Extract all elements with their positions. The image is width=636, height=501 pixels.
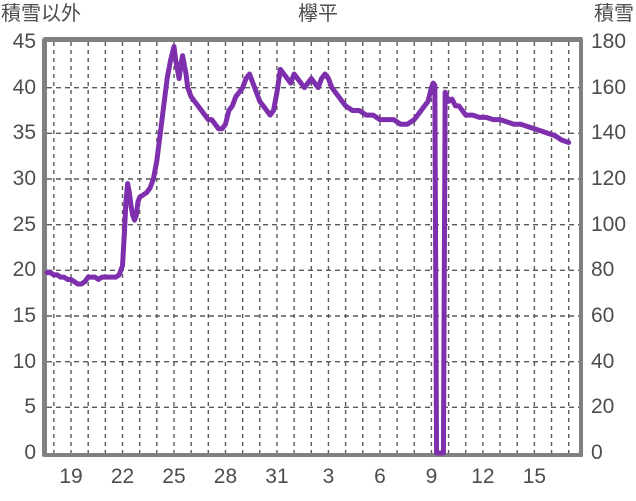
y-tick-label-left: 40 xyxy=(12,75,36,99)
y-tick-label-left: 20 xyxy=(12,258,36,282)
x-tick-label: 3 xyxy=(322,465,335,488)
y-tick-label-left: 30 xyxy=(12,167,36,190)
left-axis-caption: 積雪以外 xyxy=(1,3,81,25)
x-tick-label: 22 xyxy=(110,465,135,488)
plot-frame-border xyxy=(42,37,583,457)
right-axis-caption: 積雪 xyxy=(594,3,634,25)
y-tick-label-left: 15 xyxy=(12,304,36,327)
y-tick-label-right: 160 xyxy=(591,75,627,99)
x-tick-label: 28 xyxy=(213,465,238,488)
y-tick-label-right: 120 xyxy=(591,167,627,190)
x-tick-label: 9 xyxy=(425,465,438,488)
y-tick-label-right: 80 xyxy=(591,258,615,282)
y-tick-label-right: 20 xyxy=(591,395,615,419)
x-tick-label: 19 xyxy=(59,465,83,488)
chart-title: 欅平 xyxy=(298,3,338,25)
y-tick-label-left: 0 xyxy=(24,441,36,464)
x-tick-label: 31 xyxy=(265,465,289,488)
grid-lines xyxy=(47,42,579,453)
y-tick-label-left: 35 xyxy=(12,121,36,145)
x-tick-label: 25 xyxy=(162,465,186,488)
series-line-0 xyxy=(44,44,572,456)
y-tick-label-left: 10 xyxy=(12,349,36,373)
y-tick-label-right: 0 xyxy=(591,441,603,464)
y-tick-label-left: 45 xyxy=(12,30,36,53)
series-lines xyxy=(44,44,572,456)
x-tick-label: 12 xyxy=(471,465,495,488)
snow-depth-line-chart xyxy=(42,37,583,457)
x-tick-label: 6 xyxy=(374,465,386,488)
y-tick-label-right: 100 xyxy=(591,212,627,236)
y-tick-label-left: 25 xyxy=(12,212,36,236)
y-tick-label-left: 5 xyxy=(24,395,36,419)
y-tick-label-right: 180 xyxy=(591,30,627,53)
plot-area xyxy=(42,37,583,457)
y-tick-label-right: 60 xyxy=(591,304,615,327)
y-tick-label-right: 40 xyxy=(591,349,615,373)
x-tick-label: 15 xyxy=(522,465,547,488)
y-tick-label-right: 140 xyxy=(591,121,627,145)
